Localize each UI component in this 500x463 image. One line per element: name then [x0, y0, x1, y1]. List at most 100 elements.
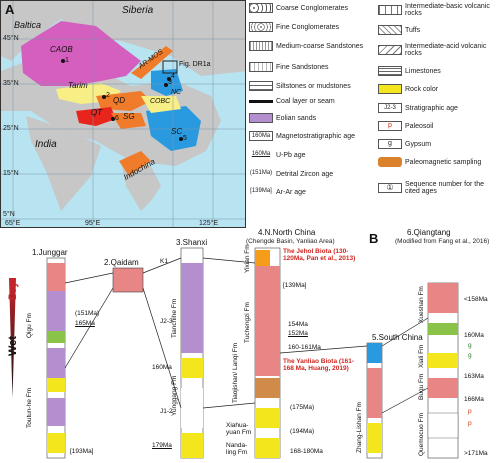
- qt-region: [76, 107, 116, 126]
- legend-item: Intermediate-basic volcanic rocks: [378, 3, 498, 17]
- caob-label: CAOB: [50, 45, 73, 54]
- basic-volcanic-swatch: [378, 5, 402, 15]
- nc-region: [151, 69, 183, 96]
- gypsum-icon: g: [378, 139, 402, 149]
- lat-tick: 5°N: [3, 211, 15, 218]
- paleosoil-marker: p: [468, 420, 472, 427]
- junggar-age: 165Ma: [75, 320, 95, 327]
- nchina-subtitle: (Chengde Basin, Yanliao Area): [246, 238, 335, 245]
- legend-item: Tuffs: [378, 25, 420, 35]
- qiangtang-formation: Quemocuo Fm: [418, 413, 425, 456]
- coarse-conglomerate-swatch: [249, 3, 273, 13]
- shanxi-period: J1-2: [160, 408, 173, 415]
- detrital-age-swatch: (151Ma): [249, 170, 273, 176]
- legend-label: Ar-Ar age: [276, 188, 306, 196]
- legend-label: Detrital Zircon age: [276, 170, 334, 178]
- tuff-swatch: [378, 25, 402, 35]
- legend-item: Fine Conglomerates: [249, 22, 339, 32]
- legend-item: Coal layer or seam: [249, 98, 335, 105]
- legend-label: Medium-coarse Sandstones: [276, 42, 364, 50]
- nchina-age: [139Ma]: [283, 282, 307, 289]
- legend-label: Rock color: [405, 85, 439, 93]
- shanxi-age: 160Ma: [152, 364, 172, 371]
- qiangtang-title: 6.Qiangtang: [407, 228, 451, 237]
- nchina-formation: Yixian Fm: [244, 244, 251, 273]
- panel-label-a: A: [5, 2, 15, 17]
- panel-label-b: B: [369, 231, 379, 246]
- india-label: India: [35, 139, 57, 150]
- paleosoil-marker: p: [468, 408, 472, 415]
- legend-item: Limestones: [378, 66, 441, 76]
- coal-swatch: [249, 100, 273, 103]
- gypsum-marker: g: [468, 342, 472, 349]
- indochina-region: [119, 151, 151, 176]
- lon-tick: 95°E: [85, 220, 101, 227]
- magneto-age-swatch: 160Ma: [249, 131, 273, 141]
- baltica-label: Baltica: [14, 20, 42, 30]
- upb-age-swatch: 160Ma: [251, 151, 271, 157]
- legend-label: Paleosoil: [405, 122, 434, 130]
- junggar-formation: Toutun-he Fm: [26, 387, 33, 428]
- paleosoil-icon: p: [378, 121, 402, 131]
- cobc-region: [141, 96, 181, 113]
- legend-label: Coal layer or seam: [276, 98, 335, 105]
- legend-label: Gypsum: [405, 140, 432, 148]
- qiangtang-subtitle: (Modified from Fang et al., 2016): [395, 238, 490, 245]
- shanxi-period: K1: [160, 258, 168, 265]
- legend-label: Siltstones or mudstones: [276, 82, 351, 90]
- limestone-swatch: [378, 66, 402, 76]
- lat-tick: 35°N: [3, 80, 19, 87]
- legend-item: Rock color: [378, 84, 438, 94]
- legend-item: Coarse Conglomerates: [249, 3, 348, 13]
- lat-tick: 15°N: [3, 170, 19, 177]
- sc-label: SC: [171, 127, 183, 136]
- qiangtang-age: 160Ma: [464, 332, 484, 339]
- site-number-2: 2: [106, 92, 110, 99]
- legend-label: Sequence number for the cited ages: [405, 181, 484, 195]
- nchina-age: 154Ma: [288, 321, 308, 328]
- fig-dr1a-label: Fig. DR1a: [179, 61, 211, 68]
- qaidam-title: 2.Qaidam: [104, 258, 139, 267]
- sg-region: [111, 113, 146, 129]
- nchina-formation: Xiahua-yuan Fm: [226, 422, 252, 436]
- qiangtang-age: 166Ma: [464, 396, 484, 403]
- nchina-age: 160-161Ma: [288, 344, 321, 351]
- paleomag-sampling-icon: [378, 157, 402, 167]
- nchina-age: (194Ma): [290, 428, 315, 435]
- armos-region: [131, 46, 173, 79]
- fine-sandstone-swatch: [249, 62, 273, 72]
- site-number-6: 6: [115, 115, 119, 122]
- site-number-5: 5: [183, 135, 187, 142]
- arar-age-swatch: [139Ma]: [250, 188, 272, 194]
- legend-item: 160Ma U-Pb age: [249, 150, 306, 160]
- rock-color-swatch: [378, 84, 402, 94]
- legend-item: 160Ma Magnetostratigraphic age: [249, 131, 355, 141]
- legend-label: U-Pb age: [276, 151, 306, 159]
- eolian-swatch: [249, 113, 273, 123]
- shanxi-formation: Yunggang Fm: [171, 375, 178, 416]
- qiangtang-age: 163Ma: [464, 373, 484, 380]
- legend-label: Intermediate-basic volcanic rocks: [405, 3, 490, 17]
- qd-label: QD: [113, 96, 125, 105]
- gypsum-marker: g: [468, 352, 472, 359]
- legend-label: Fine Sandstones: [276, 63, 329, 71]
- shanxi-formation: Tianchihe Fm: [171, 298, 178, 338]
- lon-tick: 125°E: [199, 220, 219, 227]
- legend-label: Tuffs: [405, 26, 421, 34]
- legend-item: (151Ma) Detrital Zircon age: [249, 169, 333, 179]
- strat-age-swatch: J2-3: [378, 103, 402, 113]
- fig-dr1a-box: [162, 60, 178, 74]
- schina-formation: Zhang-Lishan Fm: [356, 402, 363, 453]
- jehol-biota-note: The Jehol Biota (130-120Ma, Pan et al., …: [283, 248, 356, 262]
- wet-label: Wet: [7, 336, 19, 356]
- nchina-formation: Nanda-ling Fm: [226, 442, 248, 456]
- qiangtang-formation: Xueshan Fm: [418, 286, 425, 323]
- qiangtang-formation: Xiali Fm: [418, 344, 425, 368]
- map-panel: A Baltica Siberia CAOB Tarim QD QT SG CO…: [0, 0, 246, 228]
- junggar-formation: Qigu Fm: [26, 313, 33, 338]
- legend-item: Fine Sandstones: [249, 62, 329, 72]
- legend-item: g Gypsum: [378, 139, 431, 149]
- nchina-formation: Tuchengzi Fm: [244, 302, 251, 343]
- fine-conglomerate-swatch: [249, 22, 273, 32]
- lon-tick: 65°E: [5, 220, 21, 227]
